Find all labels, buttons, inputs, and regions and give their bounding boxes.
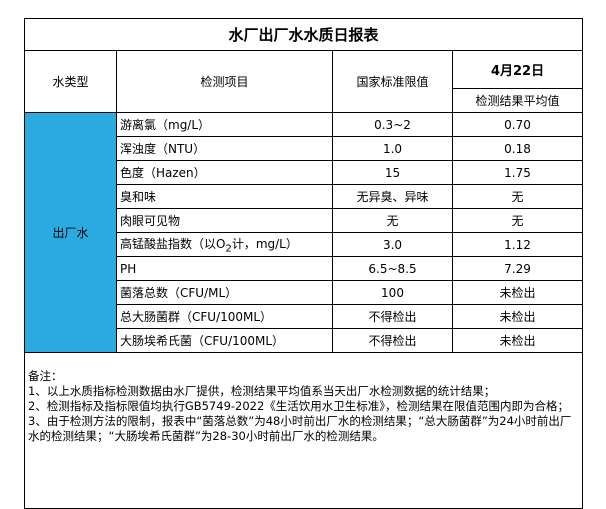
report-table: 水厂出厂水水质日报表 水类型 检测项目 国家标准限值 4月22日 检测结果平均值… <box>23 18 584 509</box>
limit: 6.5~8.5 <box>332 256 453 281</box>
data-row: 大肠埃希氏菌（CFU/100ML） 不得检出 未检出 <box>25 328 584 353</box>
header-row: 水类型 检测项目 国家标准限值 4月22日 <box>24 50 584 113</box>
limit: 100 <box>332 280 453 305</box>
item: 臭和味 <box>116 184 333 209</box>
limit: 不得检出 <box>332 304 453 329</box>
data-row: 色度（Hazen） 15 1.75 <box>25 160 584 185</box>
limit: 无异臭、异味 <box>332 184 453 209</box>
data-row: 高锰酸盐指数（以O2计，mg/L） 3.0 1.12 <box>25 232 584 257</box>
data-row: 浑浊度（NTU） 1.0 0.18 <box>25 136 584 161</box>
notes-row: 备注： 1、以上水质指标检测数据由水厂提供，检测结果平均值系当天出厂水检测数据的统… <box>23 352 584 509</box>
note-line: 备注： <box>28 369 63 383</box>
item: 游离氯（mg/L） <box>116 112 333 137</box>
result: 7.29 <box>451 256 584 281</box>
header-cell: 检测项目 <box>116 50 333 113</box>
data-row: PH 6.5~8.5 7.29 <box>25 256 584 281</box>
water-type: 出厂水 <box>24 112 117 353</box>
header-row: 检测结果平均值 <box>25 88 584 113</box>
item-text: 计，mg/L） <box>231 236 298 251</box>
item: 肉眼可见物 <box>116 208 333 233</box>
result: 未检出 <box>451 280 584 305</box>
item-sub: 2 <box>225 243 232 255</box>
item: 大肠埃希氏菌（CFU/100ML） <box>116 328 333 353</box>
table-body: 出厂水 游离氯（mg/L） 0.3~2 0.70 浑浊度（NTU） 1.0 0.18 色度（H… <box>24 112 584 353</box>
result: 未检出 <box>451 328 584 353</box>
item: 色度（Hazen） <box>116 160 333 185</box>
limit: 1.0 <box>332 136 453 161</box>
limit: 不得检出 <box>332 328 453 353</box>
data-row: 臭和味 无异臭、异味无 <box>25 184 584 209</box>
result: 未检出 <box>451 304 584 329</box>
header-date: 4月22日 <box>451 50 584 89</box>
item: 总大肠菌群（CFU/100ML） <box>116 304 333 329</box>
header-cell: 国家标准限值 <box>332 50 453 113</box>
item-text: 高锰酸盐指数（以O <box>120 236 226 251</box>
limit: 15 <box>332 160 453 185</box>
result: 0.70 <box>451 112 584 137</box>
result: 无 <box>451 184 584 209</box>
result: 1.12 <box>451 232 584 257</box>
title-row: 水厂出厂水水质日报表 <box>23 18 584 51</box>
item: 高锰酸盐指数（以O2计，mg/L） <box>116 232 333 257</box>
limit: 无 <box>332 208 453 233</box>
item: 浑浊度（NTU） <box>116 136 333 161</box>
data-row: 出厂水 游离氯（mg/L） 0.3~2 0.70 <box>24 112 584 353</box>
header-cell: 水类型 <box>24 50 117 113</box>
data-row: 菌落总数（CFU/ML） 100 未检出 <box>25 280 584 305</box>
data-row: 肉眼可见物无无 <box>25 208 584 233</box>
title: 水厂出厂水水质日报表 <box>23 18 584 51</box>
result: 无 <box>451 208 584 233</box>
notes: 备注： 1、以上水质指标检测数据由水厂提供，检测结果平均值系当天出厂水检测数据的统… <box>23 352 584 509</box>
limit: 3.0 <box>332 232 453 257</box>
item: PH <box>116 256 333 281</box>
header-cell: 检测结果平均值 <box>451 88 584 113</box>
note-line: 2、检测指标及指标限值均执行GB5749-2022《生活饮用水卫生标准》，检测结… <box>28 399 570 413</box>
limit: 0.3~2 <box>332 112 453 137</box>
item: 菌落总数（CFU/ML） <box>116 280 333 305</box>
result: 0.18 <box>451 136 584 161</box>
note-line: 1、以上水质指标检测数据由水厂提供，检测结果平均值系当天出厂水检测数据的统计结果… <box>28 384 496 398</box>
note-line: 3、由于检测方法的限制，报表中“菌落总数”为48小时前出厂水的检测结果；“总大肠… <box>28 414 572 443</box>
result: 1.75 <box>451 160 584 185</box>
